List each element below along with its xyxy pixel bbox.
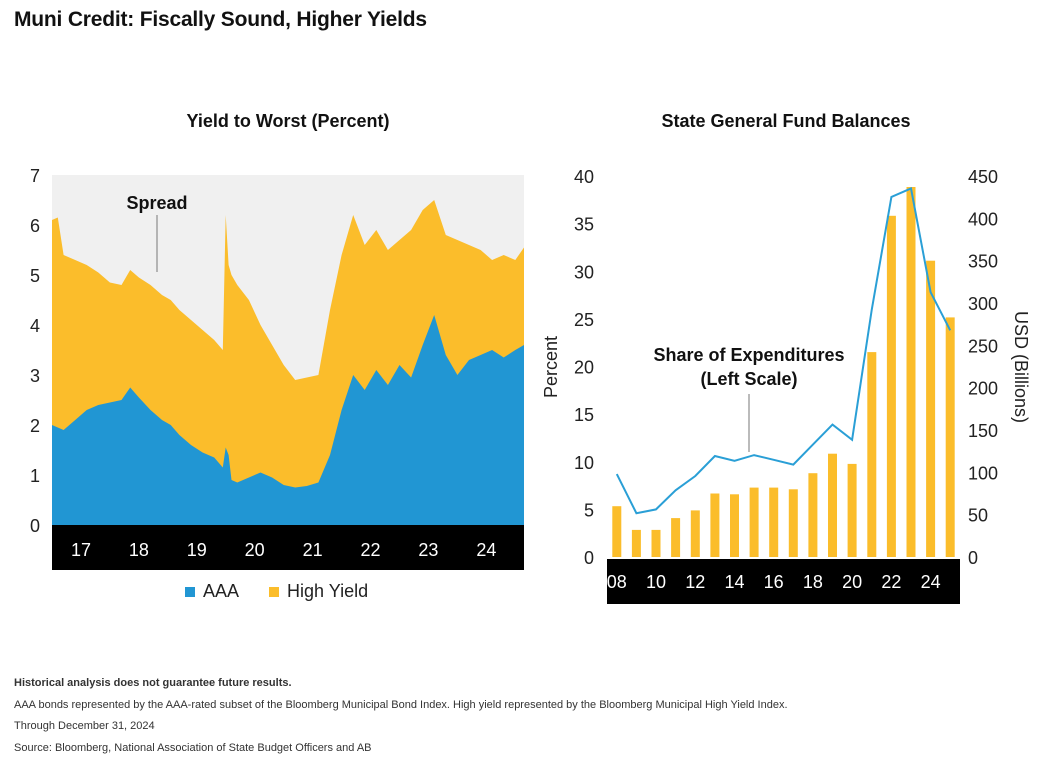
yield-y-tick-label: 0	[30, 516, 40, 536]
fund-left-y-tick-label: 5	[584, 500, 594, 520]
yield-x-tick-label: 24	[476, 540, 496, 560]
legend-item-high-yield: High Yield	[269, 581, 368, 602]
index-note: AAA bonds represented by the AAA-rated s…	[14, 698, 788, 711]
fund-right-axis-label: USD (Billions)	[1011, 311, 1031, 423]
fund-balance-bar	[828, 453, 837, 557]
fund-x-tick-label: 24	[921, 572, 941, 592]
fund-right-y-tick-label: 200	[968, 379, 998, 399]
fund-x-tick-label: 16	[764, 572, 784, 592]
yield-chart-title: Yield to Worst (Percent)	[186, 111, 390, 131]
fund-left-y-tick-label: 0	[584, 548, 594, 568]
fund-balance-bar	[710, 493, 720, 557]
fund-left-y-tick-label: 20	[574, 358, 594, 378]
fund-x-tick-label: 12	[685, 572, 705, 592]
fund-x-tick-label: 22	[881, 572, 901, 592]
yield-y-tick-label: 2	[30, 416, 40, 436]
fund-balance-bar	[612, 506, 622, 557]
yield-x-tick-label: 17	[71, 540, 91, 560]
yield-legend: AAA High Yield	[185, 581, 368, 602]
fund-balance-bar	[906, 187, 916, 557]
fund-balance-bar	[788, 489, 798, 557]
fund-balance-bar	[690, 510, 700, 557]
fund-x-tick-label: 20	[842, 572, 862, 592]
aaa-area	[52, 315, 524, 525]
yield-y-tick-label: 5	[30, 266, 40, 286]
fund-balance-bar	[631, 529, 641, 557]
fund-balance-bar	[847, 463, 857, 557]
yield-x-tick-label: 19	[187, 540, 207, 560]
fund-left-y-tick-label: 30	[574, 262, 594, 282]
yield-x-tick-label: 20	[245, 540, 265, 560]
fund-x-tick-label: 18	[803, 572, 823, 592]
fund-left-y-tick-label: 35	[574, 215, 594, 235]
yield-y-tick-label: 4	[30, 316, 40, 336]
fund-right-y-tick-label: 400	[968, 209, 998, 229]
fund-chart-title: State General Fund Balances	[661, 111, 911, 131]
page-title: Muni Credit: Fiscally Sound, Higher Yiel…	[14, 8, 427, 31]
fund-balance-bar	[671, 518, 681, 557]
legend-label-high-yield: High Yield	[287, 581, 369, 601]
fund-left-y-tick-label: 15	[574, 405, 594, 425]
fund-x-tick-label: 14	[724, 572, 744, 592]
fund-balance-bar	[651, 529, 661, 557]
source-note: Source: Bloomberg, National Association …	[14, 741, 372, 754]
fund-balance-bar	[808, 473, 818, 557]
yield-y-tick-label: 6	[30, 216, 40, 236]
fund-left-y-tick-label: 40	[574, 167, 594, 187]
fund-right-y-tick-label: 250	[968, 336, 998, 356]
footnotes: Historical analysis does not guarantee f…	[14, 676, 788, 762]
yield-x-tick-label: 22	[361, 540, 381, 560]
disclaimer-note: Historical analysis does not guarantee f…	[14, 677, 292, 689]
fund-right-y-tick-label: 450	[968, 167, 998, 187]
legend-swatch-high-yield	[269, 586, 280, 597]
fund-right-y-tick-label: 150	[968, 421, 998, 441]
share-annotation-line2: (Left Scale)	[700, 369, 797, 389]
fund-right-y-tick-label: 100	[968, 463, 998, 483]
fund-left-y-tick-label: 10	[574, 453, 594, 473]
yield-x-axis-band	[52, 525, 524, 570]
fund-right-y-tick-label: 50	[968, 506, 988, 526]
legend-swatch-aaa	[185, 586, 195, 597]
yield-x-tick-label: 18	[129, 540, 149, 560]
legend-item-aaa: AAA	[185, 581, 239, 602]
yield-x-tick-label: 21	[303, 540, 323, 560]
fund-balance-bar	[867, 352, 877, 557]
legend-label-aaa: AAA	[203, 581, 240, 601]
fund-x-tick-label: 08	[607, 572, 627, 592]
fund-right-y-tick-label: 350	[968, 252, 998, 272]
fund-right-y-tick-label: 300	[968, 294, 998, 314]
fund-balance-bar	[769, 487, 779, 557]
yield-y-tick-label: 1	[30, 466, 40, 486]
yield-y-tick-label: 7	[30, 166, 40, 186]
fund-left-y-tick-label: 25	[574, 310, 594, 330]
fund-balance-bar	[749, 487, 759, 557]
fund-x-tick-label: 10	[646, 572, 666, 592]
yield-x-tick-label: 23	[418, 540, 438, 560]
date-note: Through December 31, 2024	[14, 720, 155, 732]
fund-right-y-tick-label: 0	[968, 548, 978, 568]
share-annotation-line1: Share of Expenditures	[653, 345, 844, 365]
fund-balance-bar	[945, 317, 955, 557]
fund-balance-bar	[886, 215, 896, 558]
yield-y-tick-label: 3	[30, 366, 40, 386]
spread-annotation: Spread	[126, 193, 187, 213]
fund-balance-bar	[730, 494, 739, 557]
fund-x-axis-band	[607, 559, 960, 604]
fund-balance-bar	[926, 260, 936, 557]
share-of-expenditures-line	[615, 186, 952, 515]
fund-left-axis-label: Percent	[541, 336, 561, 398]
